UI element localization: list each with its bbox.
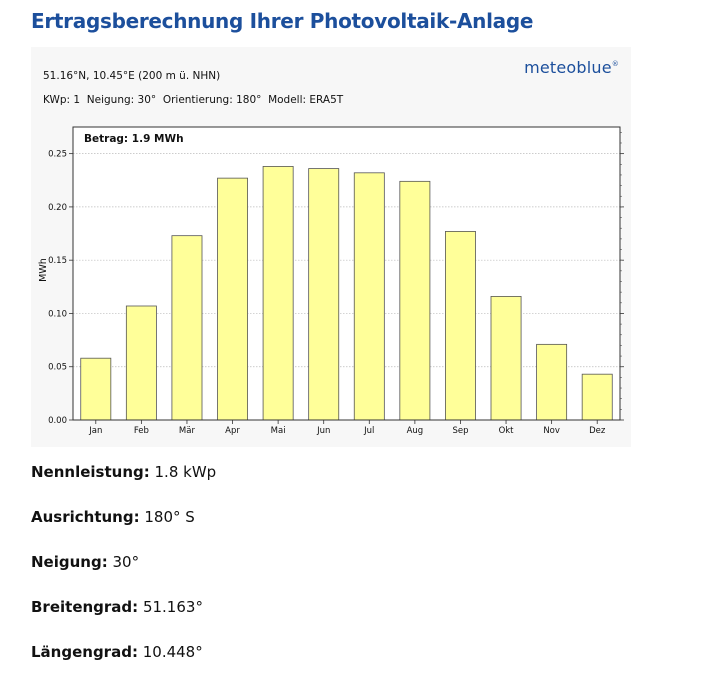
y-tick-label: 0.00 (48, 416, 67, 426)
bar-dez (581, 373, 613, 421)
y-axis-label: MWh (38, 258, 49, 282)
x-tick-label: Jul (363, 426, 374, 436)
location-text: 51.16°N, 10.45°E (200 m ü. NHN) (43, 70, 221, 82)
y-tick-label: 0.05 (48, 363, 67, 373)
x-tick-label: Mär (179, 426, 196, 436)
bar-apr (217, 177, 248, 421)
page-title: Ertragsberechnung Ihrer Photovoltaik-Anl… (31, 9, 534, 33)
system-info-list: Nennleistung: 1.8 kWp Ausrichtung: 180° … (31, 460, 691, 685)
info-nennleistung: Nennleistung: 1.8 kWp (31, 463, 217, 481)
plot-area (73, 127, 620, 420)
plot-frame (72, 126, 621, 421)
bar-mär (171, 235, 203, 421)
bar-aug (399, 180, 431, 421)
x-tick-label: Nov (543, 426, 560, 436)
total-annotation: Betrag: 1.9 MWh (84, 133, 184, 145)
bar-sep (445, 231, 476, 421)
info-breitengrad: Breitengrad: 51.163° (31, 598, 203, 616)
info-laengengrad: Längengrad: 10.448° (31, 643, 203, 661)
x-tick-label: Jun (316, 426, 330, 436)
y-tick-label: 0.20 (48, 203, 67, 213)
info-ausrichtung: Ausrichtung: 180° S (31, 508, 195, 526)
y-tick-label: 0.10 (48, 309, 67, 319)
x-tick-label: Dez (589, 426, 606, 436)
y-tick-label: 0.15 (48, 256, 67, 266)
x-tick-label: Sep (452, 426, 468, 436)
bar-feb (125, 305, 157, 421)
bar-chart-svg: 0.00 0.05 0.10 0.15 0.20 0.25 Jan Feb Mär Apr Mai J… (38, 126, 624, 436)
y-tick-label: 0.25 (48, 150, 67, 160)
bar-okt (490, 296, 522, 421)
meteoblue-logo: meteoblue® (524, 58, 619, 77)
x-tick-label: Apr (225, 426, 240, 436)
bar-nov (536, 343, 568, 421)
x-tick-label: Aug (407, 426, 424, 436)
pv-yield-chart: 51.16°N, 10.45°E (200 m ü. NHN) KWp: 1 N… (31, 47, 631, 447)
bar-jul (353, 172, 385, 421)
info-neigung: Neigung: 30° (31, 553, 140, 571)
bar-mai (262, 166, 294, 421)
bar-jan (80, 357, 112, 421)
x-tick-label: Feb (134, 426, 149, 436)
x-tick-label: Okt (499, 426, 515, 436)
bar-jun (308, 168, 340, 421)
x-tick-label: Mai (271, 426, 286, 436)
x-tick-label: Jan (88, 426, 102, 436)
params-text: KWp: 1 Neigung: 30° Orientierung: 180° M… (43, 94, 344, 106)
